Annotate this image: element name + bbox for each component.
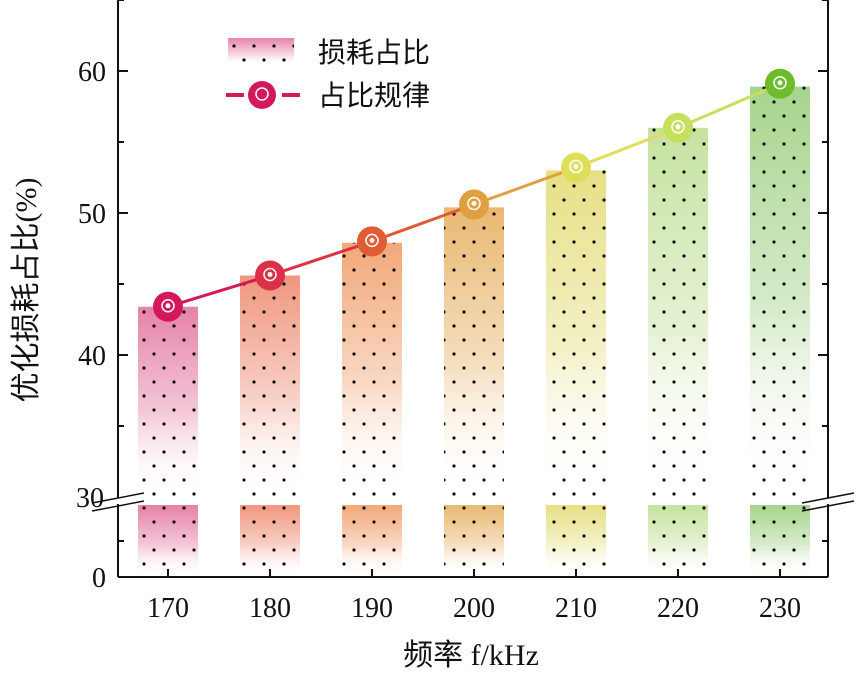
axis-break-mark-left bbox=[91, 492, 145, 504]
bar-upper-dots bbox=[648, 127, 708, 498]
line-point-200 bbox=[459, 189, 489, 220]
x-tick-label: 190 bbox=[351, 593, 393, 624]
marker-center bbox=[369, 237, 375, 243]
marker-highlight bbox=[671, 120, 685, 134]
marker-center bbox=[267, 271, 273, 277]
marker-center bbox=[777, 80, 783, 86]
bar-lower-dots bbox=[750, 505, 810, 577]
axis-break-mark-right bbox=[801, 500, 855, 512]
line-point-170 bbox=[153, 291, 183, 322]
line-segment bbox=[677, 82, 781, 130]
bar-upper-dots bbox=[444, 207, 504, 497]
y-tick-label: 40 bbox=[78, 341, 106, 372]
legend: 损耗占比 占比规律 bbox=[226, 37, 430, 112]
legend-label-bar: 损耗占比 bbox=[318, 37, 430, 69]
line-segment bbox=[269, 239, 373, 277]
x-tick-label: 180 bbox=[249, 593, 291, 624]
line-segment bbox=[575, 126, 679, 169]
bar-lower-dots bbox=[240, 505, 300, 577]
marker-highlight bbox=[365, 233, 379, 248]
axis-break-mark-left bbox=[91, 500, 145, 512]
line-point-210 bbox=[561, 152, 591, 183]
marker-center bbox=[165, 303, 171, 309]
line-point-190 bbox=[357, 226, 387, 257]
marker-highlight bbox=[569, 159, 583, 174]
bar-upper-dots bbox=[750, 86, 810, 498]
legend-marker-icon bbox=[248, 81, 276, 109]
bar-210 bbox=[546, 170, 606, 577]
line-segment bbox=[371, 203, 475, 243]
bar-upper-dots bbox=[342, 242, 402, 497]
line-point-230 bbox=[765, 68, 795, 99]
bar-180 bbox=[240, 275, 300, 577]
line-point-180 bbox=[255, 260, 285, 291]
marker-center bbox=[675, 124, 681, 130]
x-axis-label: 频率 f/kHz bbox=[403, 639, 539, 672]
marker-highlight bbox=[263, 267, 277, 282]
marker-center bbox=[573, 164, 579, 170]
bar-upper-dots bbox=[138, 306, 198, 497]
bar-230 bbox=[750, 86, 810, 577]
y-tick-label: 30 bbox=[76, 483, 104, 514]
y-tick-label: 60 bbox=[78, 57, 106, 88]
y-tick-label: 50 bbox=[78, 199, 106, 230]
bar-170 bbox=[138, 306, 198, 577]
line-point-220 bbox=[663, 112, 693, 143]
axis-break-mark-right bbox=[801, 492, 855, 504]
bar-200 bbox=[444, 207, 504, 577]
bar-190 bbox=[342, 242, 402, 577]
bar-lower-dots bbox=[444, 505, 504, 577]
legend-label-line: 占比规律 bbox=[318, 80, 430, 112]
x-tick-label: 230 bbox=[759, 593, 801, 624]
x-tick-label: 210 bbox=[555, 593, 597, 624]
bar-lower-dots bbox=[648, 505, 708, 577]
y-tick-label: 0 bbox=[92, 563, 106, 594]
x-tick-label: 200 bbox=[453, 593, 495, 624]
legend-bar-dots bbox=[228, 38, 294, 62]
y-axis-label: 优化损耗占比(%) bbox=[10, 178, 43, 403]
axis-break-gap-left bbox=[115, 498, 121, 504]
bar-220 bbox=[648, 127, 708, 577]
bar-lower-dots bbox=[138, 505, 198, 577]
marker-highlight bbox=[773, 76, 787, 90]
line-segment bbox=[167, 274, 271, 309]
bar-upper-dots bbox=[240, 275, 300, 497]
x-tick-label: 170 bbox=[147, 593, 189, 624]
legend-marker-highlight bbox=[255, 87, 269, 101]
bar-upper-dots bbox=[546, 170, 606, 497]
marker-highlight bbox=[161, 298, 175, 313]
x-tick-label: 220 bbox=[657, 593, 699, 624]
axis-break-gap-right bbox=[825, 498, 831, 504]
line-segment bbox=[473, 166, 577, 206]
marker-highlight bbox=[467, 196, 481, 211]
bar-lower-dots bbox=[342, 505, 402, 577]
marker-center bbox=[471, 200, 477, 206]
bar-lower-dots bbox=[546, 505, 606, 577]
